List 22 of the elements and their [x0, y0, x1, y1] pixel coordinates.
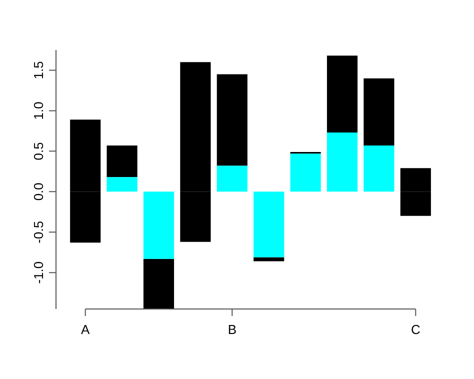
x-tick-label: B [228, 322, 236, 338]
x-tick-label: C [410, 322, 420, 338]
bar [364, 78, 394, 146]
bar [364, 146, 394, 192]
y-tick-label: -1.0 [31, 261, 46, 284]
bar [143, 192, 174, 259]
bar [216, 166, 248, 192]
bar [254, 257, 284, 262]
bar [254, 192, 284, 258]
bar [216, 74, 248, 166]
bar [290, 154, 321, 192]
x-tick-label: A [81, 322, 90, 338]
bar [106, 146, 138, 178]
y-tick-label: 0.5 [31, 142, 46, 160]
bar [326, 56, 358, 133]
y-tick-label: 0.0 [31, 182, 46, 201]
y-tick-label: -0.5 [31, 220, 46, 244]
bar [326, 132, 358, 192]
bar [106, 177, 138, 192]
y-tick-label: 1.5 [31, 61, 46, 80]
bar [143, 258, 174, 309]
y-tick-label: 1.0 [31, 102, 46, 120]
